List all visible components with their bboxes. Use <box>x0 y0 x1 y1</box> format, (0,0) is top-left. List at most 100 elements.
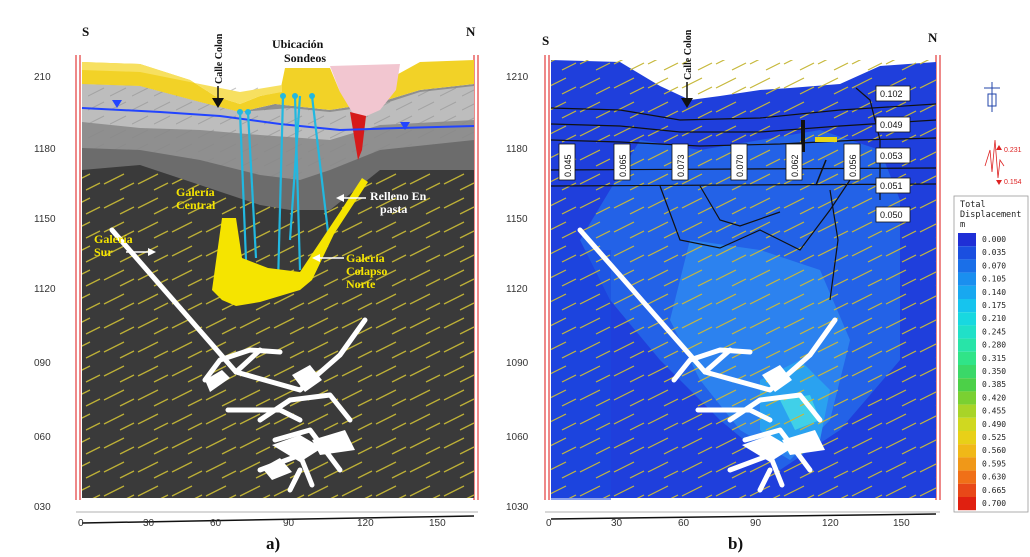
galleries-white-a <box>79 227 477 524</box>
value-box-v2: 0.073 <box>671 143 689 181</box>
legend: Total Displacement m 0.000 0.035 0.070 0.10… <box>953 195 1029 513</box>
legend-swatch-10 <box>958 365 976 379</box>
y-tick-b-2: 1150 <box>506 214 528 225</box>
y-tick-a-2: 1150 <box>34 214 56 225</box>
legend-level-13: 0.455 <box>982 407 1006 416</box>
legend-level-1: 0.035 <box>982 248 1006 257</box>
value-box-v3: 0.070 <box>730 143 748 181</box>
value-v0: 0.045 <box>563 154 573 177</box>
galeria-sur-label-1: Galería <box>94 232 133 246</box>
value-r2: 0.053 <box>880 151 903 161</box>
y-axis-b: 1210 1180 1150 1120 1090 1060 1030 <box>506 72 529 513</box>
sondeos-label: Sondeos <box>284 51 326 65</box>
legend-title-2: Displacement <box>960 210 1021 220</box>
legend-level-15: 0.525 <box>982 433 1006 442</box>
x-tick-a-2: 60 <box>210 518 222 529</box>
colapso-label-2: Colapso <box>346 264 387 278</box>
legend-swatch-13 <box>958 404 976 418</box>
legend-swatch-14 <box>958 417 976 431</box>
y-tick-a-1: 1180 <box>34 144 56 155</box>
legend-swatch-3 <box>958 272 976 286</box>
legend-level-2: 0.070 <box>982 261 1006 270</box>
legend-level-14: 0.490 <box>982 420 1006 429</box>
south-label-b: S <box>542 33 549 48</box>
y-tick-b-1: 1180 <box>506 144 528 155</box>
legend-swatch-9 <box>958 351 976 365</box>
legend-swatch-15 <box>958 431 976 445</box>
galleries-white-b <box>548 227 939 520</box>
value-v3: 0.070 <box>735 154 745 177</box>
legend-swatches: 0.000 0.035 0.070 0.105 0.140 0.175 0.210 0.245… <box>958 233 1006 511</box>
y-tick-a-6: 030 <box>34 502 51 513</box>
street-label-a: Calle Colon <box>214 33 225 84</box>
north-label-a: N <box>466 24 476 39</box>
legend-swatch-4 <box>958 285 976 299</box>
relleno-label-2: pasta <box>380 202 407 216</box>
vertical-value-boxes: 0.045 0.065 0.073 0.070 0.062 0.056 <box>558 143 861 181</box>
arrow-relleno <box>336 194 366 202</box>
x-tick-a-5: 150 <box>429 518 446 529</box>
legend-level-7: 0.245 <box>982 327 1006 336</box>
x-tick-b-2: 60 <box>678 518 690 529</box>
value-box-v4: 0.062 <box>785 143 803 181</box>
legend-level-16: 0.560 <box>982 446 1006 455</box>
right-value-boxes: 0.102 0.049 0.053 0.051 0.050 <box>875 85 911 223</box>
x-tick-b-5: 150 <box>893 518 910 529</box>
legend-swatch-17 <box>958 457 976 471</box>
legend-level-3: 0.105 <box>982 275 1006 284</box>
street-label-b: Calle Colon <box>683 29 694 80</box>
relleno-top-a <box>330 64 400 118</box>
panel-b: 0.045 0.065 0.073 0.070 0.062 0.056 <box>506 29 941 553</box>
value-r4: 0.050 <box>880 210 903 220</box>
legend-unit: m <box>960 220 965 230</box>
y-tick-b-0: 1210 <box>506 72 529 83</box>
legend-swatch-2 <box>958 259 976 273</box>
value-box-v1: 0.065 <box>613 143 631 181</box>
y-tick-b-3: 1120 <box>506 284 528 295</box>
value-box-r3: 0.051 <box>875 177 911 194</box>
y-tick-b-6: 1030 <box>506 502 529 513</box>
x-axis-b: 0 30 60 90 120 150 <box>545 511 940 529</box>
relleno-label-1: Relleno En <box>370 189 427 203</box>
probe-value-2: 0.154 <box>1004 179 1022 186</box>
y-tick-a-5: 060 <box>34 432 51 443</box>
x-tick-b-1: 30 <box>611 518 623 529</box>
legend-level-8: 0.280 <box>982 341 1006 350</box>
x-tick-b-0: 0 <box>546 518 552 529</box>
value-v4: 0.062 <box>790 154 800 177</box>
left-rail-a <box>75 55 81 500</box>
legend-level-4: 0.140 <box>982 288 1006 297</box>
arrow-colapso <box>312 254 344 262</box>
panel-b-label: b) <box>728 534 743 553</box>
legend-level-20: 0.700 <box>982 499 1006 508</box>
legend-swatch-12 <box>958 391 976 405</box>
y-tick-a-3: 1120 <box>34 284 56 295</box>
galeria-central-fill <box>212 178 368 306</box>
legend-swatch-16 <box>958 444 976 458</box>
colapso-label-1: Galería <box>346 251 385 265</box>
probe-signal: 0.231 0.154 <box>984 139 1022 186</box>
galeria-central-label-2: Central <box>176 198 216 212</box>
value-box-v5: 0.056 <box>843 143 861 181</box>
x-tick-b-3: 90 <box>750 518 762 529</box>
value-v2: 0.073 <box>676 154 686 177</box>
legend-swatch-1 <box>958 246 976 260</box>
legend-title-1: Total <box>960 200 986 210</box>
right-rail-b <box>935 55 941 500</box>
left-rail-b <box>544 55 550 500</box>
value-r1: 0.049 <box>880 120 903 130</box>
water-table-a <box>81 107 475 132</box>
legend-swatch-6 <box>958 312 976 326</box>
legend-swatch-8 <box>958 338 976 352</box>
x-tick-b-4: 120 <box>822 518 839 529</box>
galeria-central-label-1: Galería <box>176 185 215 199</box>
street-marker-b: Calle Colon <box>681 29 694 108</box>
value-v5: 0.056 <box>848 154 858 177</box>
street-marker-a: Calle Colon <box>212 33 225 108</box>
x-tick-a-3: 90 <box>283 518 295 529</box>
panel-a-label: a) <box>266 534 280 553</box>
legend-level-6: 0.210 <box>982 314 1006 323</box>
y-tick-b-5: 1060 <box>506 432 529 443</box>
panel-a: 210 1180 1150 1120 090 060 030 0 30 60 9… <box>34 24 479 553</box>
y-tick-b-4: 1090 <box>506 358 529 369</box>
